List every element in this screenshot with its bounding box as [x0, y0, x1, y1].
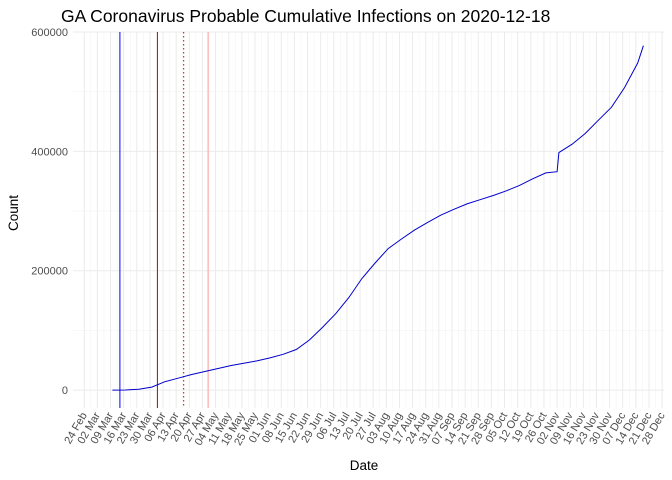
y-axis: 0 200000 400000 600000: [31, 27, 68, 397]
series-group: [112, 45, 644, 391]
chart-title: GA Coronavirus Probable Cumulative Infec…: [61, 6, 550, 26]
series-line: [112, 45, 644, 391]
y-tick-label: 200000: [31, 266, 68, 278]
y-axis-title: Count: [6, 195, 21, 231]
y-tick-label: 400000: [31, 146, 68, 158]
grid: [73, 31, 664, 408]
reference-lines: [119, 32, 209, 408]
y-tick-label: 0: [62, 385, 68, 397]
x-axis-title: Date: [350, 458, 379, 473]
y-tick-label: 600000: [31, 27, 68, 39]
